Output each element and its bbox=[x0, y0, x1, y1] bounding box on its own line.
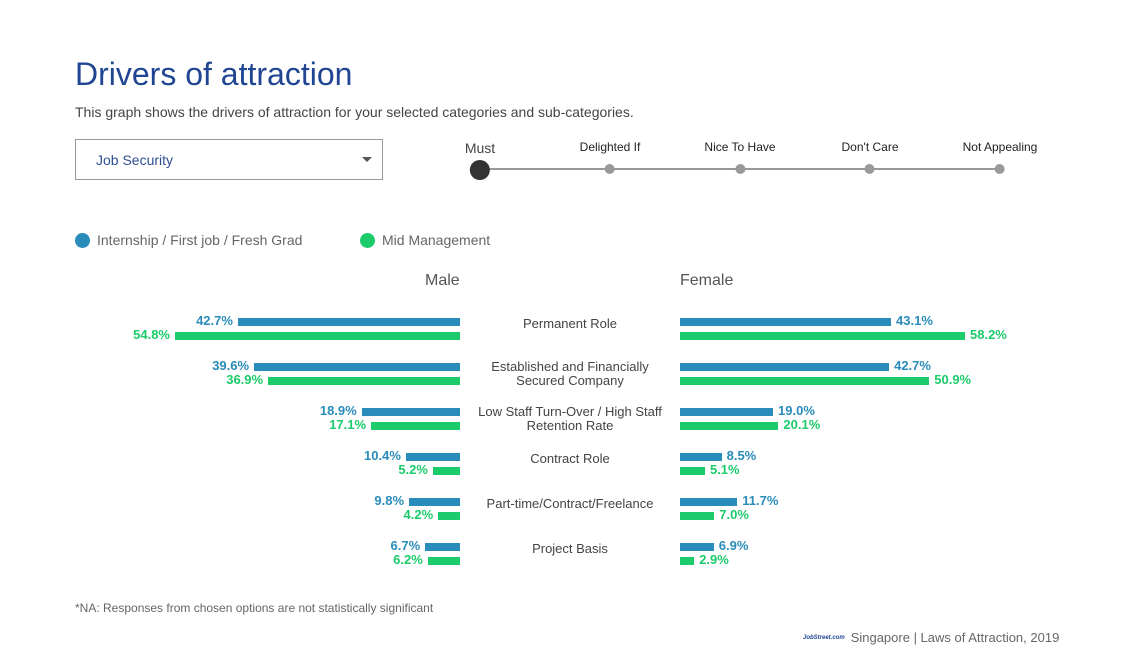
slider-stop-label: Nice To Have bbox=[704, 140, 776, 154]
category-label: Part-time/Contract/Freelance bbox=[470, 497, 670, 511]
slider-stop-don-t-care[interactable]: Don't Care bbox=[841, 140, 899, 174]
data-label: 2.9% bbox=[699, 552, 729, 567]
bar-male-series2 bbox=[427, 557, 460, 565]
slider-stop-dot[interactable] bbox=[994, 164, 1005, 174]
bar-female-series1 bbox=[680, 543, 714, 551]
category-label: Permanent Role bbox=[470, 317, 670, 331]
slider-stop-must[interactable]: Must bbox=[465, 140, 495, 180]
slider-stop-label: Delighted If bbox=[579, 140, 641, 154]
bar-male-series2 bbox=[438, 512, 460, 520]
bar-male-series1 bbox=[254, 363, 460, 371]
data-label: 7.0% bbox=[719, 507, 749, 522]
data-label: 5.2% bbox=[398, 462, 428, 477]
panel-label-female: Female bbox=[680, 272, 734, 289]
bar-male-series2 bbox=[175, 332, 460, 340]
data-label: 11.7% bbox=[742, 493, 779, 508]
data-label: 54.8% bbox=[133, 327, 170, 342]
data-label: 36.9% bbox=[226, 372, 264, 387]
bar-female-series1 bbox=[680, 318, 892, 326]
bar-female-series1 bbox=[680, 453, 722, 461]
legend-item-series2: Mid Management bbox=[360, 232, 490, 248]
slider-stop-delighted-if[interactable]: Delighted If bbox=[579, 140, 641, 174]
data-label: 6.9% bbox=[718, 538, 749, 553]
data-label: 42.7% bbox=[894, 358, 931, 373]
slider-stop-label: Not Appealing bbox=[962, 140, 1038, 154]
data-label: 43.1% bbox=[896, 313, 933, 328]
category-label-line: Permanent Role bbox=[523, 316, 617, 331]
category-label: Established and Financially Secured Compa… bbox=[470, 360, 670, 388]
category-label-line: Project Basis bbox=[532, 541, 608, 556]
data-label: 42.7% bbox=[196, 313, 233, 328]
data-label: 17.1% bbox=[329, 417, 367, 432]
slider-stop-dot[interactable] bbox=[604, 164, 615, 174]
bar-female-series2 bbox=[680, 332, 965, 340]
slider-stop-label: Must bbox=[464, 140, 496, 156]
slider-stop-not-appealing[interactable]: Not Appealing bbox=[962, 140, 1038, 174]
category-label: Low Staff Turn-Over / High Staff Retentio… bbox=[470, 405, 670, 433]
legend-label: Mid Management bbox=[382, 232, 491, 248]
bar-male-series1 bbox=[361, 408, 460, 416]
dropdown-selected-value: Job Security bbox=[96, 152, 174, 168]
slider-stop-dot[interactable] bbox=[470, 160, 490, 180]
category-dropdown[interactable]: Job Security bbox=[75, 139, 383, 180]
category-label-line: Part-time/Contract/Freelance bbox=[486, 496, 654, 511]
footer: JobStreet.com Singapore | Laws of Attrac… bbox=[803, 630, 1059, 645]
footnote: *NA: Responses from chosen options are n… bbox=[75, 601, 434, 615]
bar-female-series1 bbox=[680, 498, 738, 506]
bar-male-series2 bbox=[371, 422, 460, 430]
data-label: 18.9% bbox=[319, 403, 357, 418]
bar-female-series2 bbox=[680, 557, 695, 565]
slider-stop-label: Don't Care bbox=[841, 140, 899, 154]
data-label: 6.7% bbox=[390, 538, 421, 553]
legend-label: Internship / First job / Fresh Grad bbox=[97, 232, 303, 248]
page-title: Drivers of attraction bbox=[75, 56, 353, 92]
data-label: 50.9% bbox=[934, 372, 972, 387]
data-label: 5.1% bbox=[709, 462, 740, 477]
bar-male-series1 bbox=[425, 543, 460, 551]
bar-male-series1 bbox=[409, 498, 460, 506]
data-label: 4.2% bbox=[403, 507, 434, 522]
category-label-line: Established and Financially bbox=[491, 359, 649, 374]
slider-stop-dot[interactable] bbox=[864, 164, 875, 174]
data-label: 8.5% bbox=[726, 448, 757, 463]
legend-item-series1: Internship / First job / Fresh Grad bbox=[75, 232, 302, 248]
data-label: 58.2% bbox=[970, 327, 1007, 342]
data-label: 10.4% bbox=[364, 448, 401, 463]
bar-male-series2 bbox=[268, 377, 460, 385]
data-label: 9.8% bbox=[374, 493, 405, 508]
legend-swatch-series2 bbox=[360, 232, 375, 248]
bar-female-series2 bbox=[680, 467, 705, 475]
panel-label-male: Male bbox=[425, 272, 460, 289]
category-label-line: Contract Role bbox=[530, 451, 610, 466]
legend-swatch-series1 bbox=[75, 232, 90, 248]
data-label: 19.0% bbox=[778, 403, 815, 418]
data-label: 39.6% bbox=[212, 358, 250, 373]
category-label-line: Low Staff Turn-Over / High Staff bbox=[478, 404, 662, 419]
bar-female-series2 bbox=[680, 512, 715, 520]
bar-female-series2 bbox=[680, 422, 779, 430]
chevron-down-icon bbox=[362, 157, 372, 162]
attraction-level-slider[interactable]: Must Delighted If Nice To Have Don't Care No… bbox=[440, 140, 1060, 185]
bar-male-series2 bbox=[432, 467, 460, 475]
bar-female-series1 bbox=[680, 363, 890, 371]
data-label: 6.2% bbox=[393, 552, 423, 567]
data-label: 20.1% bbox=[783, 417, 821, 432]
category-label-line: Retention Rate bbox=[526, 418, 614, 433]
jobstreet-logo: JobStreet.com bbox=[803, 634, 845, 641]
bar-female-series1 bbox=[680, 408, 774, 416]
category-label-line: Secured Company bbox=[516, 373, 624, 388]
bar-male-series1 bbox=[405, 453, 460, 461]
page-subtitle: This graph shows the drivers of attracti… bbox=[75, 104, 634, 120]
category-label: Contract Role bbox=[470, 452, 670, 466]
footer-text: Singapore | Laws of Attraction, 2019 bbox=[850, 630, 1060, 645]
slider-stop-dot[interactable] bbox=[735, 164, 745, 174]
category-label: Project Basis bbox=[470, 542, 670, 556]
slider-stop-nice-to-have[interactable]: Nice To Have bbox=[704, 140, 776, 174]
bar-female-series2 bbox=[680, 377, 930, 385]
bar-male-series1 bbox=[237, 318, 460, 326]
